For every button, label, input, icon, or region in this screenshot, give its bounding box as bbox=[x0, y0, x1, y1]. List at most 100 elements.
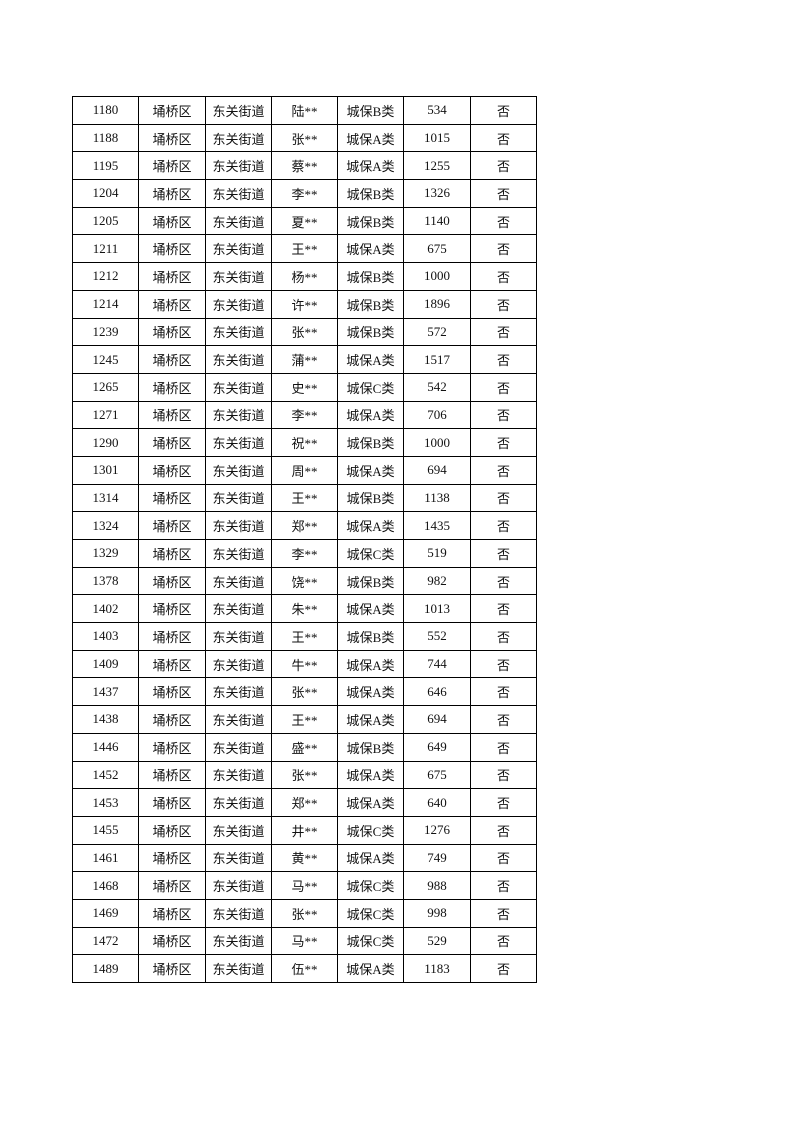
cell-id: 1329 bbox=[72, 539, 139, 568]
cell-street: 东关街道 bbox=[205, 123, 272, 153]
cell-district: 埇桥区 bbox=[138, 428, 206, 457]
table-row: 1271 埇桥区 东关街道 李** 城保A类 706 否 bbox=[72, 400, 537, 430]
cell-category: 城保C类 bbox=[337, 871, 404, 900]
cell-name: 朱** bbox=[271, 594, 338, 624]
table-row: 1204 埇桥区 东关街道 李** 城保B类 1326 否 bbox=[72, 179, 537, 208]
cell-category: 城保B类 bbox=[337, 483, 404, 513]
cell-amount: 998 bbox=[403, 898, 471, 928]
cell-district: 埇桥区 bbox=[138, 289, 206, 319]
cell-category: 城保A类 bbox=[337, 123, 404, 153]
cell-street: 东关街道 bbox=[205, 262, 272, 291]
cell-flag: 否 bbox=[470, 566, 537, 596]
cell-flag: 否 bbox=[470, 289, 537, 319]
cell-id: 1469 bbox=[72, 898, 139, 928]
cell-street: 东关街道 bbox=[205, 179, 272, 208]
cell-district: 埇桥区 bbox=[138, 483, 206, 513]
cell-category: 城保A类 bbox=[337, 511, 404, 540]
cell-amount: 988 bbox=[403, 871, 471, 900]
cell-district: 埇桥区 bbox=[138, 262, 206, 291]
table-row: 1468 埇桥区 东关街道 马** 城保C类 988 否 bbox=[72, 871, 537, 900]
table-row: 1314 埇桥区 东关街道 王** 城保B类 1138 否 bbox=[72, 483, 537, 513]
cell-district: 埇桥区 bbox=[138, 677, 206, 707]
cell-name: 张** bbox=[271, 123, 338, 153]
cell-district: 埇桥区 bbox=[138, 455, 206, 485]
cell-district: 埇桥区 bbox=[138, 234, 206, 264]
cell-category: 城保B类 bbox=[337, 428, 404, 457]
cell-amount: 1326 bbox=[403, 179, 471, 208]
table-row: 1329 埇桥区 东关街道 李** 城保C类 519 否 bbox=[72, 539, 537, 568]
data-table: 1180 埇桥区 东关街道 陆** 城保B类 534 否 1188 埇桥区 东关街道 张** 城保A类… bbox=[72, 96, 537, 983]
cell-street: 东关街道 bbox=[205, 926, 272, 956]
cell-street: 东关街道 bbox=[205, 649, 272, 679]
cell-name: 张** bbox=[271, 898, 338, 928]
cell-category: 城保C类 bbox=[337, 898, 404, 928]
cell-id: 1452 bbox=[72, 760, 139, 790]
cell-street: 东关街道 bbox=[205, 898, 272, 928]
cell-id: 1188 bbox=[72, 123, 139, 153]
table-row: 1265 埇桥区 东关街道 史** 城保C类 542 否 bbox=[72, 372, 537, 402]
cell-name: 黄** bbox=[271, 843, 338, 873]
cell-street: 东关街道 bbox=[205, 317, 272, 347]
table-row: 1452 埇桥区 东关街道 张** 城保A类 675 否 bbox=[72, 760, 537, 790]
cell-amount: 706 bbox=[403, 400, 471, 430]
cell-flag: 否 bbox=[470, 926, 537, 956]
cell-flag: 否 bbox=[470, 594, 537, 624]
cell-id: 1461 bbox=[72, 843, 139, 873]
cell-street: 东关街道 bbox=[205, 483, 272, 513]
cell-category: 城保A类 bbox=[337, 788, 404, 817]
cell-flag: 否 bbox=[470, 206, 537, 236]
cell-amount: 1138 bbox=[403, 483, 471, 513]
table-row: 1469 埇桥区 东关街道 张** 城保C类 998 否 bbox=[72, 898, 537, 928]
cell-district: 埇桥区 bbox=[138, 345, 206, 374]
cell-street: 东关街道 bbox=[205, 511, 272, 540]
table-row: 1472 埇桥区 东关街道 马** 城保C类 529 否 bbox=[72, 926, 537, 956]
cell-street: 东关街道 bbox=[205, 843, 272, 873]
cell-id: 1446 bbox=[72, 732, 139, 762]
cell-street: 东关街道 bbox=[205, 345, 272, 374]
cell-flag: 否 bbox=[470, 428, 537, 457]
table-row: 1239 埇桥区 东关街道 张** 城保B类 572 否 bbox=[72, 317, 537, 347]
cell-id: 1271 bbox=[72, 400, 139, 430]
table-row: 1245 埇桥区 东关街道 蒲** 城保A类 1517 否 bbox=[72, 345, 537, 374]
cell-district: 埇桥区 bbox=[138, 898, 206, 928]
cell-category: 城保C类 bbox=[337, 372, 404, 402]
cell-street: 东关街道 bbox=[205, 289, 272, 319]
cell-street: 东关街道 bbox=[205, 732, 272, 762]
cell-name: 张** bbox=[271, 677, 338, 707]
cell-flag: 否 bbox=[470, 815, 537, 845]
cell-category: 城保C类 bbox=[337, 815, 404, 845]
cell-amount: 694 bbox=[403, 455, 471, 485]
table-row: 1378 埇桥区 东关街道 饶** 城保B类 982 否 bbox=[72, 566, 537, 596]
cell-name: 陆** bbox=[271, 96, 338, 125]
cell-amount: 1000 bbox=[403, 428, 471, 457]
cell-flag: 否 bbox=[470, 96, 537, 125]
cell-flag: 否 bbox=[470, 234, 537, 264]
cell-id: 1489 bbox=[72, 954, 139, 983]
cell-amount: 1140 bbox=[403, 206, 471, 236]
table-row: 1290 埇桥区 东关街道 祝** 城保B类 1000 否 bbox=[72, 428, 537, 457]
cell-name: 李** bbox=[271, 179, 338, 208]
cell-name: 郑** bbox=[271, 511, 338, 540]
cell-amount: 534 bbox=[403, 96, 471, 125]
table-row: 1461 埇桥区 东关街道 黄** 城保A类 749 否 bbox=[72, 843, 537, 873]
cell-street: 东关街道 bbox=[205, 622, 272, 651]
cell-name: 张** bbox=[271, 760, 338, 790]
cell-amount: 1276 bbox=[403, 815, 471, 845]
cell-id: 1403 bbox=[72, 622, 139, 651]
table-row: 1489 埇桥区 东关街道 伍** 城保A类 1183 否 bbox=[72, 954, 537, 983]
cell-flag: 否 bbox=[470, 372, 537, 402]
cell-name: 蔡** bbox=[271, 151, 338, 181]
cell-flag: 否 bbox=[470, 262, 537, 291]
cell-district: 埇桥区 bbox=[138, 511, 206, 540]
cell-amount: 1183 bbox=[403, 954, 471, 983]
cell-amount: 649 bbox=[403, 732, 471, 762]
cell-street: 东关街道 bbox=[205, 372, 272, 402]
cell-amount: 1015 bbox=[403, 123, 471, 153]
table-row: 1453 埇桥区 东关街道 郑** 城保A类 640 否 bbox=[72, 788, 537, 817]
table-row: 1446 埇桥区 东关街道 盛** 城保B类 649 否 bbox=[72, 732, 537, 762]
cell-district: 埇桥区 bbox=[138, 151, 206, 181]
table-row: 1402 埇桥区 东关街道 朱** 城保A类 1013 否 bbox=[72, 594, 537, 624]
cell-district: 埇桥区 bbox=[138, 96, 206, 125]
cell-id: 1211 bbox=[72, 234, 139, 264]
cell-flag: 否 bbox=[470, 898, 537, 928]
